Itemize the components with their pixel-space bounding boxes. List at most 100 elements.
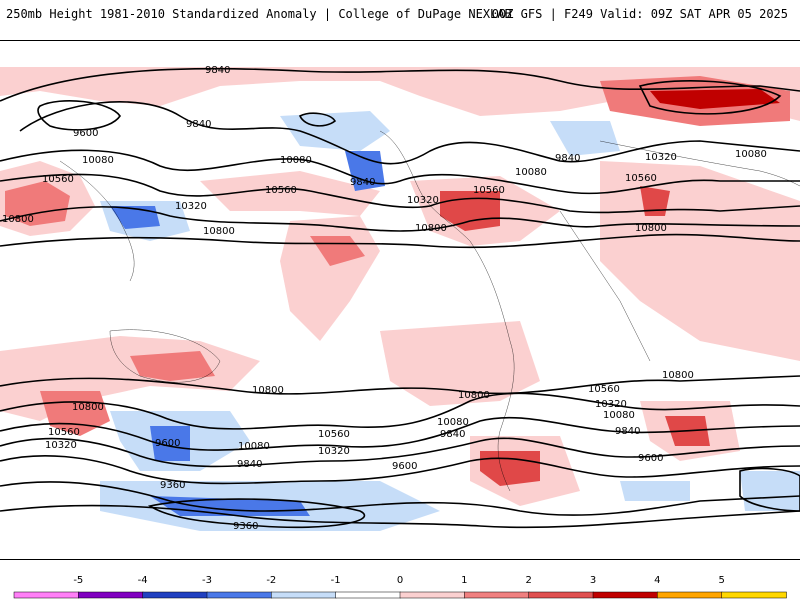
positive-anomaly-area — [600, 161, 800, 361]
height-contour — [638, 80, 782, 115]
negative-anomaly-area — [620, 481, 690, 501]
colorbar-band — [335, 591, 401, 599]
contour-label: 10320 — [407, 195, 439, 206]
positive-anomaly-area — [640, 186, 670, 216]
contour-label: 9840 — [555, 153, 580, 164]
contour-label: 10080 — [437, 417, 469, 428]
contour-label: 10800 — [252, 385, 284, 396]
colorbar-band — [464, 591, 530, 599]
coastline — [379, 130, 515, 492]
colorbar-tick-label: 5 — [718, 575, 724, 586]
negative-anomaly-area — [150, 426, 190, 461]
header: 250mb Height 1981-2010 Standardized Anom… — [0, 0, 800, 30]
contour-label: 9360 — [233, 521, 258, 532]
height-contour — [37, 100, 121, 131]
height-contour — [0, 206, 800, 232]
contour-label: 10080 — [238, 441, 270, 452]
contour-label: 10800 — [662, 370, 694, 381]
height-contour — [0, 233, 800, 249]
colorbar-band — [721, 591, 787, 599]
negative-anomaly-area — [110, 206, 160, 229]
positive-anomaly-areas — [0, 67, 800, 506]
anomaly-map: 9840 9600 9840 10080 10080 10560 10800 1… — [0, 65, 800, 532]
contour-label: 10560 — [42, 174, 74, 185]
contour-label: 9840 — [205, 65, 230, 76]
contour-labels: 9840 9600 9840 10080 10080 10560 10800 1… — [2, 65, 767, 532]
colorbar-tick-label: 1 — [461, 575, 467, 586]
contour-label: 10800 — [635, 223, 667, 234]
colorbar-tick-label: 4 — [654, 575, 660, 586]
positive-anomaly-area — [380, 321, 540, 406]
height-contour — [147, 498, 366, 529]
contour-label: 10080 — [82, 155, 114, 166]
contour-label: 10080 — [280, 155, 312, 166]
colorbar-scale: -5 -4 -3 -2 -1 0 1 2 3 4 5 — [13, 575, 787, 599]
contour-label: 10080 — [735, 149, 767, 160]
contour-label: 10560 — [588, 384, 620, 395]
contour-label: 9840 — [237, 459, 262, 470]
contour-label: 10320 — [645, 152, 677, 163]
contour-label: 10560 — [265, 185, 297, 196]
contour-label: 10800 — [458, 390, 490, 401]
negative-anomaly-area — [550, 121, 620, 156]
height-contour — [0, 375, 800, 395]
positive-anomaly-area — [440, 191, 500, 231]
height-contours — [0, 67, 800, 529]
colorbar-tick-label: -1 — [331, 575, 341, 586]
contour-label: 10560 — [48, 427, 80, 438]
height-contour — [0, 455, 800, 485]
positive-anomaly-area — [280, 216, 380, 341]
colorbar-tick-label: 3 — [590, 575, 596, 586]
contour-label: 9840 — [350, 177, 375, 188]
negative-anomaly-area — [280, 111, 390, 151]
coastlines — [59, 130, 800, 492]
contour-label: 10560 — [318, 429, 350, 440]
contour-label: 10800 — [415, 223, 447, 234]
contour-label: 9840 — [440, 429, 465, 440]
coastline — [59, 160, 135, 282]
colorbar-band — [13, 591, 80, 599]
contour-label: 10800 — [2, 214, 34, 225]
colorbar-band — [657, 591, 723, 599]
contour-label: 10800 — [203, 226, 235, 237]
colorbar-tick-label: -5 — [73, 575, 83, 586]
height-contour — [0, 392, 800, 430]
height-contour — [0, 149, 800, 195]
colorbar-tick-label: -2 — [266, 575, 276, 586]
contour-label: 9360 — [160, 480, 185, 491]
positive-anomaly-area — [0, 336, 260, 421]
height-contour — [19, 101, 800, 165]
contour-label: 10800 — [72, 402, 104, 413]
contour-label: 10320 — [318, 446, 350, 457]
colorbar: -5 -4 -3 -2 -1 0 1 2 3 4 5 — [0, 570, 800, 600]
contour-label: 10080 — [515, 167, 547, 178]
colorbar-tick-label: -3 — [202, 575, 212, 586]
contour-label: 9840 — [615, 426, 640, 437]
positive-anomaly-area — [130, 351, 215, 381]
colorbar-band — [528, 591, 594, 599]
positive-anomaly-area — [0, 67, 800, 121]
height-contour — [0, 416, 800, 451]
colorbar-band — [78, 591, 144, 599]
height-contour — [0, 173, 800, 214]
colorbar-band — [399, 591, 466, 599]
map-title: 250mb Height 1981-2010 Standardized Anom… — [6, 7, 512, 21]
colorbar-tick-label: 0 — [397, 575, 403, 586]
colorbar-band — [271, 591, 337, 599]
contour-label: 10320 — [595, 399, 627, 410]
contour-label: 9600 — [73, 128, 98, 139]
negative-anomaly-area — [740, 471, 800, 511]
map-panel[interactable]: 9840 9600 9840 10080 10080 10560 10800 1… — [0, 40, 800, 560]
positive-anomaly-area — [200, 171, 380, 216]
coastline — [559, 210, 651, 362]
colorbar-band — [142, 591, 208, 599]
positive-anomaly-area — [650, 89, 780, 109]
height-contour — [298, 112, 337, 127]
run-info: 00Z GFS | F249 Valid: 09Z SAT APR 05 202… — [491, 7, 788, 21]
height-contour — [0, 481, 800, 516]
colorbar-tick-label: 2 — [525, 575, 531, 586]
colorbar-tick-label: -4 — [138, 575, 148, 586]
contour-label: 9600 — [638, 453, 663, 464]
colorbar-band — [206, 591, 273, 599]
coastline — [109, 329, 221, 383]
